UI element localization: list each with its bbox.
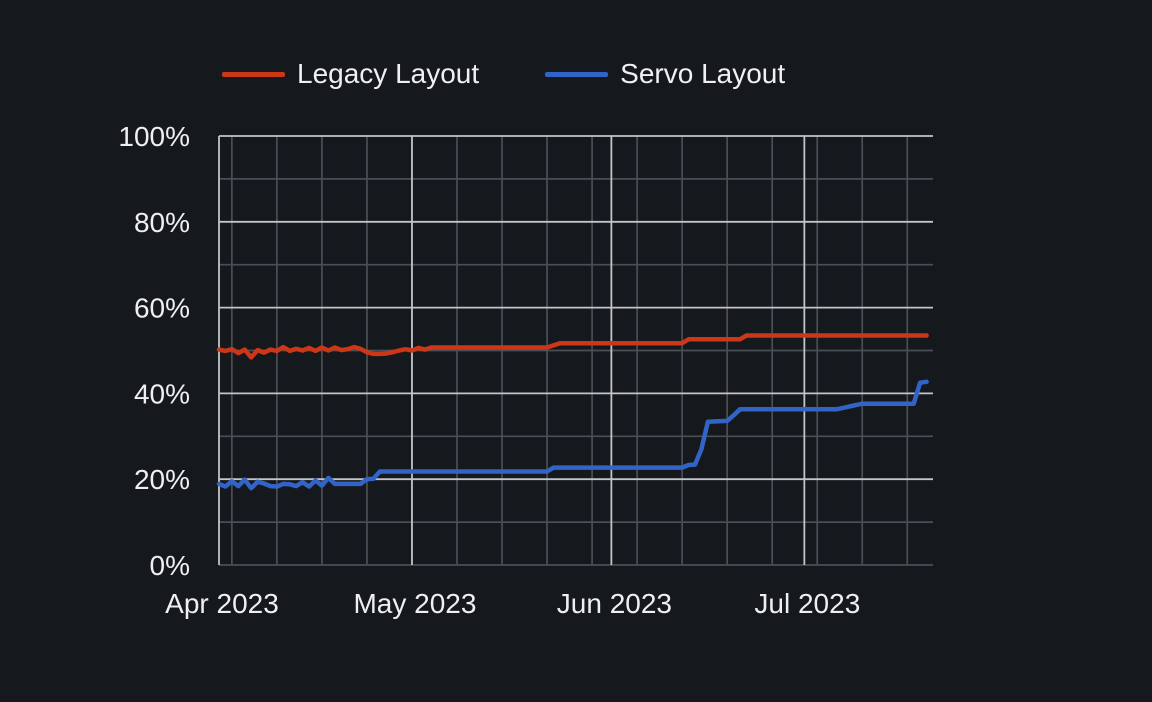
legacy-layout-line-swatch-icon <box>222 71 285 77</box>
x-axis-tick-label: Apr 2023 <box>165 588 279 619</box>
x-axis-tick-label: Jun 2023 <box>557 588 672 619</box>
legend-label-legacy-layout: Legacy Layout <box>297 58 480 89</box>
legend: Legacy Layout Servo Layout <box>222 60 785 88</box>
series-line-legacy-layout <box>216 333 929 360</box>
legend-label-servo-layout: Servo Layout <box>620 58 786 89</box>
x-axis-tick-label: May 2023 <box>353 588 476 619</box>
x-axis-tick-label: Jul 2023 <box>754 588 860 619</box>
y-axis-tick-label: 100% <box>118 121 190 152</box>
legend-item-legacy-layout[interactable]: Legacy Layout <box>222 60 479 88</box>
y-axis-tick-label: 80% <box>134 207 190 238</box>
series-line-servo-layout <box>216 379 929 491</box>
y-axis-tick-label: 20% <box>134 464 190 495</box>
y-axis-tick-label: 60% <box>134 293 190 324</box>
legend-item-servo-layout[interactable]: Servo Layout <box>545 60 785 88</box>
y-axis-tick-label: 0% <box>150 550 190 581</box>
servo-layout-line-swatch-icon <box>545 71 609 77</box>
y-axis-tick-label: 40% <box>134 378 190 409</box>
